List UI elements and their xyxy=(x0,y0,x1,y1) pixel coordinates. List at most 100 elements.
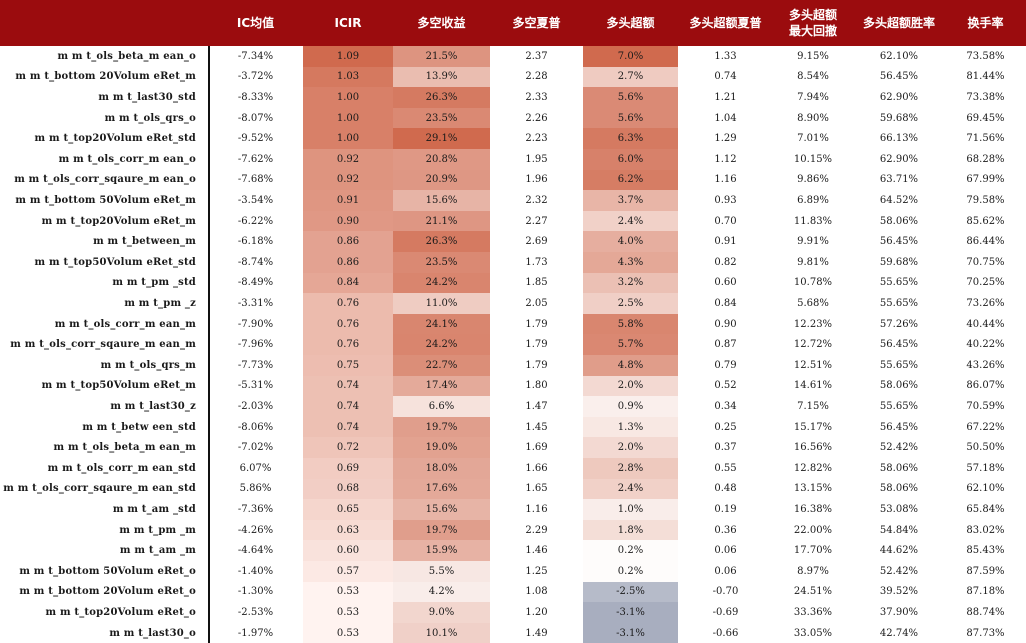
mdd-cell: 33.36% xyxy=(793,606,833,618)
ex-sharpe-cell: 1.33 xyxy=(714,50,737,62)
ls-cell: 19.7% xyxy=(393,519,490,541)
table-row: m m t_bottom 50Volum eRet_o -1.40% 0.57 5.5… xyxy=(0,561,1026,582)
icir-header: ICIR xyxy=(334,16,362,30)
table-header: IC均值 ICIR 多空收益 多空夏普 多头超额 多头超额夏普 多头超额 最大回撤 多头超额胜… xyxy=(0,0,1026,46)
mdd-cell: 8.54% xyxy=(797,71,829,83)
ls-sharpe-cell: 1.95 xyxy=(525,153,548,165)
ic-cell: -3.31% xyxy=(237,297,274,309)
win-cell: 59.68% xyxy=(879,112,919,124)
ls-cell: 21.5% xyxy=(393,46,490,67)
mdd-cell: 10.15% xyxy=(793,153,833,165)
long-excess-header: 多头超额 xyxy=(606,16,655,30)
ex-sharpe-cell: 1.12 xyxy=(714,153,737,165)
icir-cell: 0.53 xyxy=(303,602,393,623)
turnover-cell: 73.38% xyxy=(966,91,1005,103)
excess-cell: -3.1% xyxy=(583,622,678,643)
ic-cell: -5.31% xyxy=(237,380,274,392)
long-excess-drawdown-header: 多头超额 最大回撤 xyxy=(788,8,837,38)
ls-sharpe-cell: 1.79 xyxy=(525,339,548,351)
ls-cell: 9.0% xyxy=(393,602,490,623)
factor-name: m m t_bottom 20Volum eRet_o xyxy=(19,586,196,598)
win-cell: 55.65% xyxy=(879,400,919,412)
ex-sharpe-cell: 0.06 xyxy=(714,565,737,577)
excess-cell: 6.3% xyxy=(583,128,678,149)
factor-name: m m t_pm _std xyxy=(112,277,196,289)
ls-cell: 10.1% xyxy=(393,622,490,643)
win-cell: 64.52% xyxy=(879,194,919,206)
ex-sharpe-cell: 0.60 xyxy=(714,277,737,289)
icir-cell: 0.72 xyxy=(303,437,393,458)
factor-name: m m t_last30_o xyxy=(109,627,196,639)
ls-sharpe-cell: 2.29 xyxy=(525,524,548,536)
win-cell: 56.45% xyxy=(879,71,919,83)
ex-sharpe-cell: 0.36 xyxy=(714,524,737,536)
mdd-cell: 6.89% xyxy=(797,194,829,206)
mdd-cell: 9.15% xyxy=(797,50,829,62)
icir-cell: 0.68 xyxy=(303,478,393,500)
win-cell: 62.90% xyxy=(879,91,919,103)
ls-cell: 21.1% xyxy=(393,210,490,232)
icir-cell: 0.53 xyxy=(303,622,393,643)
factor-name: m m t_ols_qrs_m xyxy=(100,359,196,371)
factor-name: m m t_top50Volum eRet_std xyxy=(34,256,196,268)
mdd-cell: 16.56% xyxy=(793,442,833,454)
ic-cell: -9.52% xyxy=(237,133,274,145)
excess-cell: 2.7% xyxy=(583,66,678,88)
ic-cell: -7.96% xyxy=(237,339,274,351)
ls-sharpe-cell: 1.46 xyxy=(525,545,548,557)
factor-name: m m t_bottom 20Volum eRet_m xyxy=(15,71,196,83)
ls-sharpe-cell: 1.47 xyxy=(525,400,548,412)
excess-cell: 2.4% xyxy=(583,478,678,500)
win-cell: 63.71% xyxy=(879,174,919,186)
ic-cell: -7.90% xyxy=(237,318,274,330)
excess-cell: 6.0% xyxy=(583,149,678,170)
mdd-cell: 7.01% xyxy=(797,133,829,145)
excess-cell: -3.1% xyxy=(583,602,678,623)
ex-sharpe-cell: 0.55 xyxy=(714,462,737,474)
turnover-cell: 67.99% xyxy=(966,174,1005,186)
icir-cell: 0.86 xyxy=(303,231,393,252)
ic-cell: -8.06% xyxy=(237,421,274,433)
turnover-cell: 62.10% xyxy=(966,483,1005,495)
ex-sharpe-cell: 0.79 xyxy=(714,359,737,371)
table-row: m m t_bottom 50Volum eRet_m -3.54% 0.91 15.… xyxy=(0,190,1026,211)
factor-name: m m t_ols_qrs_o xyxy=(104,112,196,124)
ls-sharpe-cell: 1.65 xyxy=(525,483,548,495)
ic-cell: -2.03% xyxy=(237,400,274,412)
turnover-cell: 65.84% xyxy=(966,503,1005,515)
icir-cell: 0.90 xyxy=(303,210,393,232)
excess-cell: 2.0% xyxy=(583,375,678,397)
win-cell: 58.06% xyxy=(879,215,919,227)
mdd-cell: 9.91% xyxy=(797,236,829,248)
table-row: m m t_last30_o -1.97% 0.53 10.1% 1.49 -3.1% -0… xyxy=(0,622,1026,643)
table-row: m m t_pm _std -8.49% 0.84 24.2% 1.85 3.2% 0.60… xyxy=(0,272,1026,294)
ex-sharpe-cell: -0.69 xyxy=(712,606,739,618)
win-cell: 52.42% xyxy=(879,565,919,577)
turnover-cell: 40.22% xyxy=(966,339,1005,351)
turnover-cell: 71.56% xyxy=(966,133,1005,145)
icir-cell: 0.91 xyxy=(303,190,393,211)
win-cell: 58.06% xyxy=(879,380,919,392)
win-cell: 55.65% xyxy=(879,277,919,289)
factor-name: m m t_ols_corr_m ean_o xyxy=(58,153,196,165)
ex-sharpe-cell: 1.21 xyxy=(714,91,737,103)
ic-cell: -1.30% xyxy=(237,586,274,598)
ic-cell: -8.49% xyxy=(237,277,274,289)
win-cell: 55.65% xyxy=(879,359,919,371)
table-row: m m t_top20Volum eRet_o -2.53% 0.53 9.0% 1.2… xyxy=(0,602,1026,623)
ls-sharpe-cell: 1.16 xyxy=(525,503,548,515)
win-cell: 44.62% xyxy=(879,545,919,557)
table-row: m m t_ols_corr_sqaure_m ean_m -7.96% 0.76 2… xyxy=(0,334,1026,355)
ic-cell: -8.74% xyxy=(237,256,274,268)
mdd-cell: 16.38% xyxy=(793,503,833,515)
ls-cell: 13.9% xyxy=(393,66,490,88)
longshort-return-header: 多空收益 xyxy=(417,16,466,30)
icir-cell: 0.63 xyxy=(303,519,393,541)
icir-cell: 0.86 xyxy=(303,252,393,273)
excess-cell: 3.2% xyxy=(583,272,678,294)
excess-cell: 0.2% xyxy=(583,561,678,582)
ls-cell: 26.3% xyxy=(393,87,490,108)
icir-cell: 0.84 xyxy=(303,272,393,294)
ic-cell: 6.07% xyxy=(239,462,272,474)
win-cell: 56.45% xyxy=(879,421,919,433)
